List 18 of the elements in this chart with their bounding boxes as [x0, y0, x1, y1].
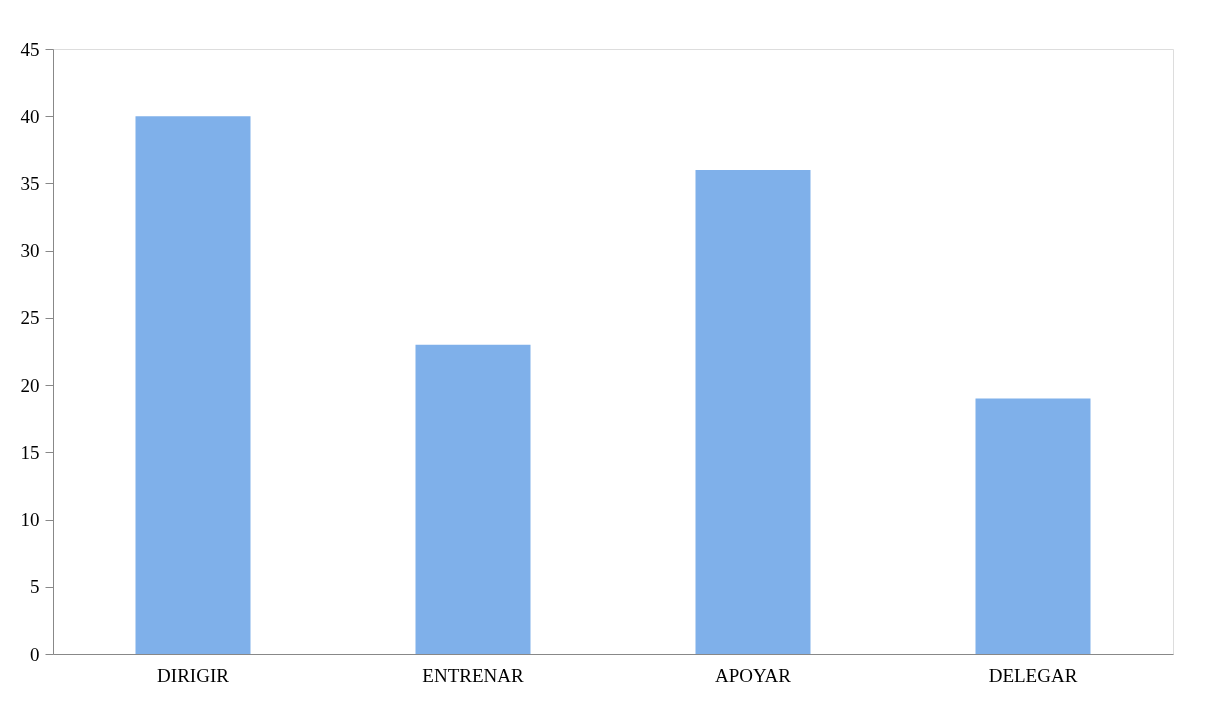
- y-tick-label: 35: [20, 172, 40, 194]
- bar: [975, 398, 1091, 654]
- x-tick-label: DIRIGIR: [157, 664, 230, 686]
- bar: [135, 116, 251, 654]
- y-tick-label: 30: [20, 240, 40, 262]
- y-tick-label: 15: [20, 441, 40, 463]
- y-tick-label: 5: [30, 576, 40, 598]
- y-tick-label: 25: [20, 307, 40, 329]
- x-tick-label: ENTRENAR: [422, 664, 524, 686]
- y-tick-label: 40: [20, 105, 40, 127]
- y-tick-label: 0: [30, 643, 40, 665]
- x-tick-label: APOYAR: [714, 664, 792, 686]
- y-tick-label: 20: [20, 374, 40, 396]
- y-tick-label: 10: [20, 509, 40, 531]
- x-tick-label: DELEGAR: [988, 664, 1078, 686]
- bar: [695, 170, 811, 654]
- bar: [415, 344, 531, 654]
- y-tick-label: 45: [20, 38, 40, 60]
